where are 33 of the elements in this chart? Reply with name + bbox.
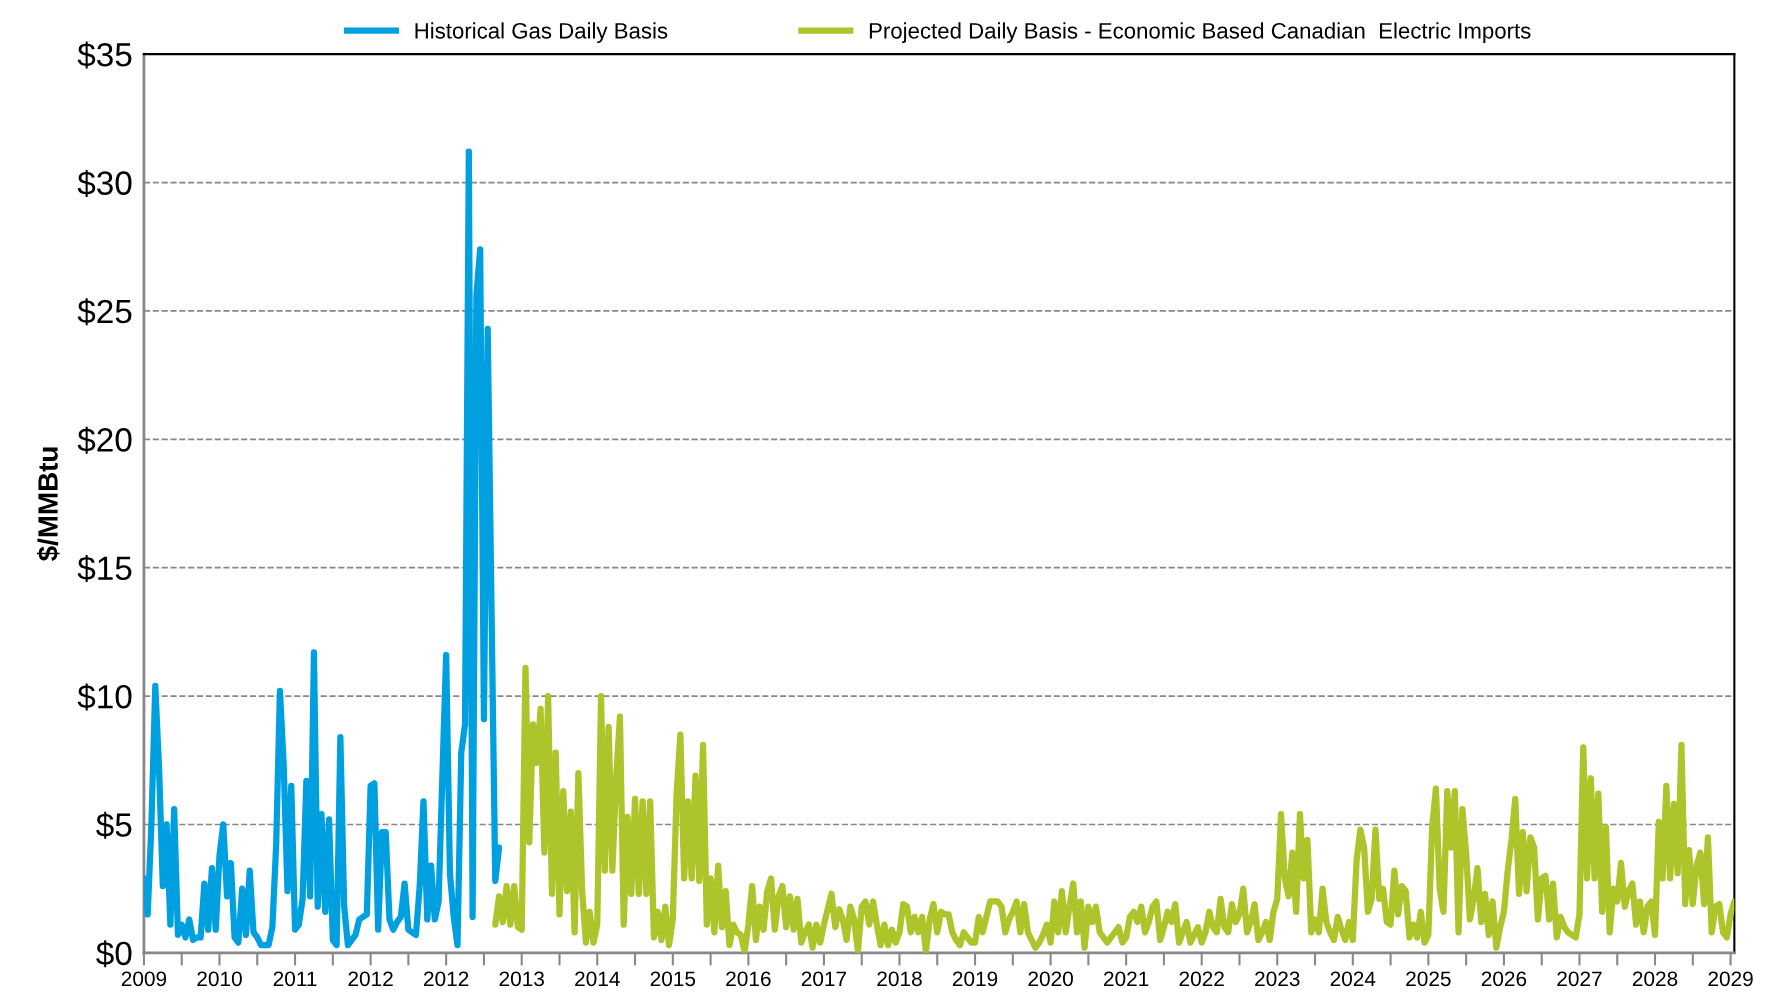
y-tick-label: $10 — [77, 683, 132, 711]
x-tick-label: 2017 — [801, 971, 847, 987]
x-tick-label: 2015 — [650, 971, 696, 987]
x-tick-label: 2025 — [1406, 971, 1451, 987]
x-tick-label: 2018 — [877, 971, 922, 987]
x-tick-label: 2012 — [348, 971, 393, 987]
x-tick-label: 2011 — [273, 971, 317, 987]
x-tick-label: 2010 — [197, 971, 242, 987]
y-tick-label: $30 — [77, 169, 132, 197]
x-tick-label: 2016 — [726, 971, 771, 987]
x-tick-label: 2009 — [121, 971, 167, 987]
x-tick-label: 2027 — [1557, 971, 1602, 987]
x-tick-label: 2028 — [1632, 971, 1678, 987]
x-tick-label: 2014 — [575, 971, 620, 987]
y-tick-label: $35 — [77, 41, 132, 69]
y-tick-label: $20 — [77, 426, 132, 454]
x-tick-label: 2022 — [1179, 971, 1224, 987]
x-tick-label: 2026 — [1481, 971, 1527, 987]
x-tick-label: 2013 — [499, 971, 544, 987]
x-tick-label: 2029 — [1708, 971, 1753, 987]
y-tick-label: $0 — [96, 940, 132, 968]
y-tick-label: $15 — [77, 555, 132, 583]
legend-label: Historical Gas Daily Basis — [415, 22, 668, 44]
x-tick-label: 2023 — [1255, 971, 1300, 987]
legend-label: Projected Daily Basis - Economic Based Canadian Electric Imports — [869, 22, 1531, 44]
x-tick-label: 2024 — [1330, 971, 1376, 987]
x-tick-label: 2012 — [424, 971, 469, 987]
y-tick-label: $5 — [96, 811, 132, 839]
x-tick-label: 2021 — [1104, 971, 1149, 987]
y-axis-title: $/MMBtu — [36, 447, 60, 561]
x-tick-label: 2020 — [1028, 971, 1073, 987]
x-tick-label: 2019 — [952, 971, 998, 987]
y-tick-label: $25 — [77, 298, 132, 326]
